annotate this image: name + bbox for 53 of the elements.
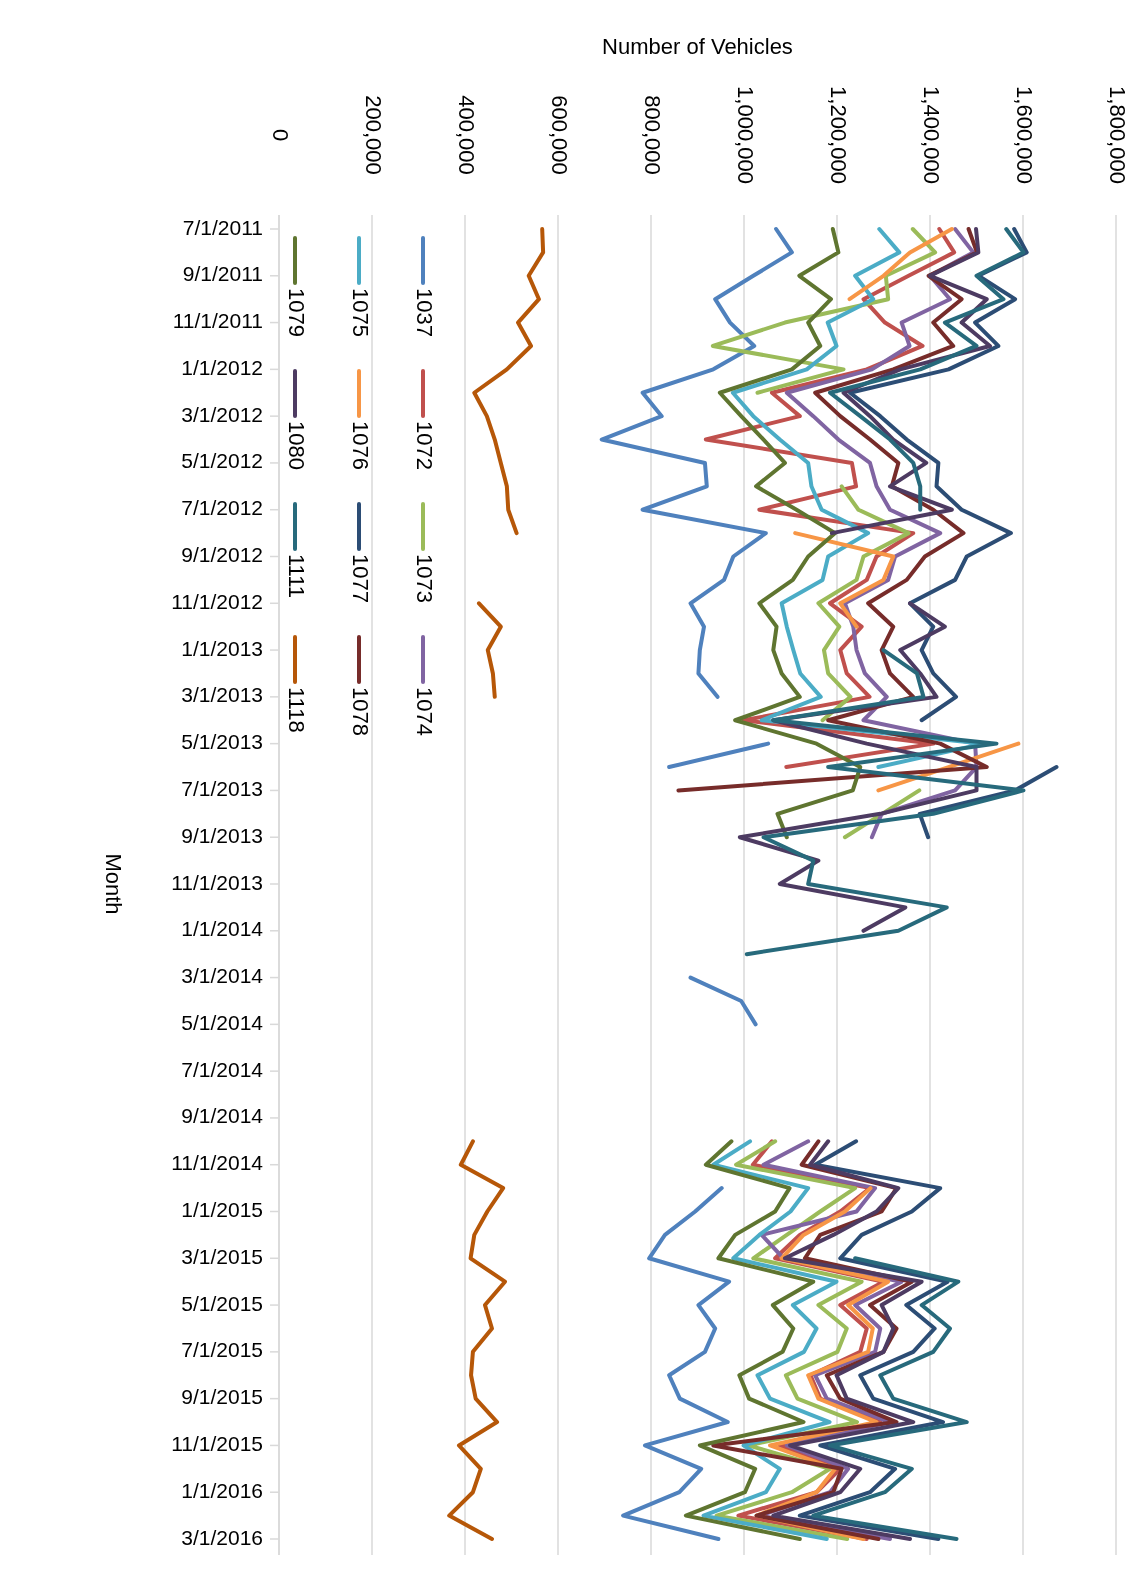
y-tick-label: 7/1/2015 (181, 1338, 263, 1362)
y-tick-label: 5/1/2012 (181, 449, 263, 473)
y-tick-label: 11/1/2011 (172, 309, 263, 333)
x-tick-label: 400,000 (454, 95, 480, 175)
y-tick-label: 3/1/2014 (181, 964, 264, 988)
legend-label: 1074 (412, 687, 438, 736)
y-tick-label: 3/1/2013 (181, 683, 263, 707)
legend-label: 1072 (412, 421, 438, 470)
y-tick-label: 11/1/2015 (171, 1431, 263, 1455)
legend-label: 1077 (348, 554, 374, 603)
legend-label: 1076 (348, 421, 374, 470)
y-tick-label: 9/1/2011 (182, 262, 263, 286)
x-tick-label: 0 (268, 128, 294, 142)
y-axis-title: Month (101, 853, 127, 915)
legend-label: 1111 (284, 554, 310, 599)
legend-label: 1073 (412, 554, 438, 603)
legend-label: 1118 (284, 687, 310, 733)
y-tick-label: 5/1/2014 (181, 1010, 264, 1034)
legend-label: 1075 (348, 288, 374, 337)
y-tick-label: 1/1/2015 (181, 1198, 263, 1222)
y-tick-label: 7/1/2012 (181, 496, 263, 520)
y-tick-label: 5/1/2013 (181, 730, 263, 754)
y-tick-label: 1/1/2012 (181, 355, 263, 379)
legend-label: 1080 (284, 421, 310, 470)
y-tick-label: 1/1/2014 (181, 917, 264, 941)
x-tick-label: 600,000 (547, 95, 573, 175)
y-tick-label: 3/1/2016 (181, 1525, 263, 1549)
y-tick-label: 11/1/2014 (171, 1151, 264, 1175)
legend-label: 1037 (412, 288, 438, 337)
x-tick-label: 800,000 (640, 95, 666, 175)
legend-label: 1078 (348, 687, 374, 736)
y-tick-label: 9/1/2015 (181, 1385, 263, 1409)
x-tick-label: 1,200,000 (826, 86, 852, 184)
y-tick-label: 3/1/2012 (181, 402, 263, 426)
y-tick-label: 7/1/2014 (181, 1057, 264, 1081)
x-tick-label: 1,400,000 (919, 86, 945, 184)
x-axis-title: Number of Vehicles (602, 33, 793, 59)
x-tick-label: 1,800,000 (1105, 86, 1131, 184)
legend-label: 1079 (284, 288, 310, 337)
y-tick-label: 1/1/2013 (181, 636, 263, 660)
y-tick-label: 7/1/2011 (182, 215, 263, 239)
x-tick-label: 1,600,000 (1012, 86, 1038, 184)
y-tick-label: 7/1/2013 (181, 776, 263, 800)
y-tick-label: 9/1/2014 (181, 1104, 264, 1128)
x-tick-label: 1,000,000 (733, 86, 759, 184)
y-tick-label: 9/1/2012 (181, 543, 263, 567)
y-tick-label: 5/1/2015 (181, 1291, 263, 1315)
x-tick-label: 200,000 (361, 95, 387, 175)
y-tick-label: 3/1/2015 (181, 1244, 263, 1268)
y-tick-label: 11/1/2013 (171, 870, 263, 894)
y-tick-label: 1/1/2016 (181, 1478, 263, 1502)
y-tick-label: 11/1/2012 (171, 589, 263, 613)
y-tick-label: 9/1/2013 (181, 823, 263, 847)
